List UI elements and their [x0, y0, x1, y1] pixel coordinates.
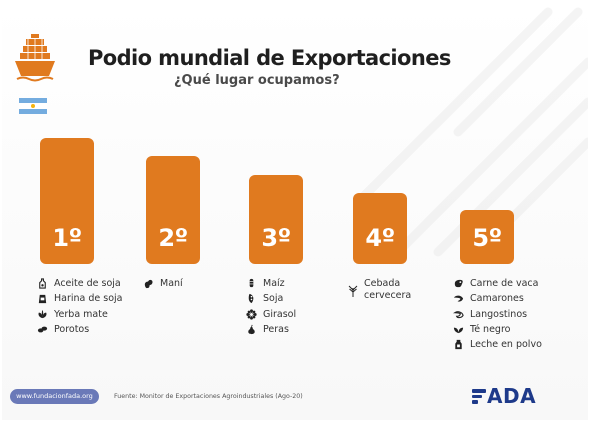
fifth-place-list: Carne de vaca Camarones Langostinos Té n… — [452, 276, 542, 352]
shrimp-icon — [452, 293, 464, 304]
cargo-ship-icon — [15, 34, 55, 82]
podium-2: 2º — [146, 156, 200, 264]
barley-icon — [347, 282, 359, 297]
fourth-place-list: Cebada cervecera — [347, 278, 411, 302]
list-item: Maíz — [245, 276, 296, 291]
list-item: Soja — [245, 291, 296, 306]
fada-logo-mark — [472, 388, 486, 404]
leaves-icon — [36, 309, 48, 320]
beans-icon — [36, 324, 48, 335]
steak-icon — [452, 278, 464, 289]
place-label-2: 2º — [158, 224, 188, 252]
soy-icon — [245, 293, 257, 304]
list-item: Té negro — [452, 322, 542, 337]
place-label-3: 3º — [261, 224, 291, 252]
tea-leaf-icon — [452, 324, 464, 335]
podium-5: 5º — [460, 210, 514, 264]
list-item: Porotos — [36, 322, 123, 337]
place-label-1: 1º — [52, 224, 82, 252]
list-item: Cebada cervecera — [364, 278, 412, 301]
corn-icon — [245, 278, 257, 289]
flour-bag-icon — [36, 293, 48, 304]
place-label-4: 4º — [365, 224, 395, 252]
website-link[interactable]: www.fundacionfada.org — [10, 389, 99, 404]
list-item: Langostinos — [452, 307, 542, 322]
place-label-5: 5º — [472, 224, 502, 252]
second-place-list: Maní — [142, 276, 183, 291]
podium-4: 4º — [353, 193, 407, 264]
list-item: Aceite de soja — [36, 276, 123, 291]
page-subtitle: ¿Qué lugar ocupamos? — [174, 73, 340, 88]
oil-bottle-icon — [36, 278, 48, 289]
fada-logo: ADA — [472, 384, 536, 408]
list-item: Carne de vaca — [452, 276, 542, 291]
list-item: Peras — [245, 322, 296, 337]
source-note: Fuente: Monitor de Exportaciones Agroind… — [114, 393, 303, 400]
first-place-list: Aceite de soja Harina de soja Yerba mate… — [36, 276, 123, 337]
milk-carton-icon — [452, 339, 464, 350]
page-title: Podio mundial de Exportaciones — [88, 46, 451, 70]
sunflower-icon — [245, 309, 257, 320]
fada-logo-text: ADA — [487, 384, 537, 408]
list-item: Leche en polvo — [452, 337, 542, 352]
peanut-icon — [142, 278, 154, 289]
podium-3: 3º — [249, 175, 303, 264]
list-item: Girasol — [245, 307, 296, 322]
list-item: Yerba mate — [36, 307, 123, 322]
argentina-flag-icon — [19, 98, 47, 114]
prawn-icon — [452, 309, 464, 320]
third-place-list: Maíz Soja Girasol Peras — [245, 276, 296, 337]
pear-icon — [245, 324, 257, 335]
list-item: Maní — [142, 276, 183, 291]
podium-1: 1º — [40, 138, 94, 264]
list-item: Harina de soja — [36, 291, 123, 306]
list-item: Camarones — [452, 291, 542, 306]
